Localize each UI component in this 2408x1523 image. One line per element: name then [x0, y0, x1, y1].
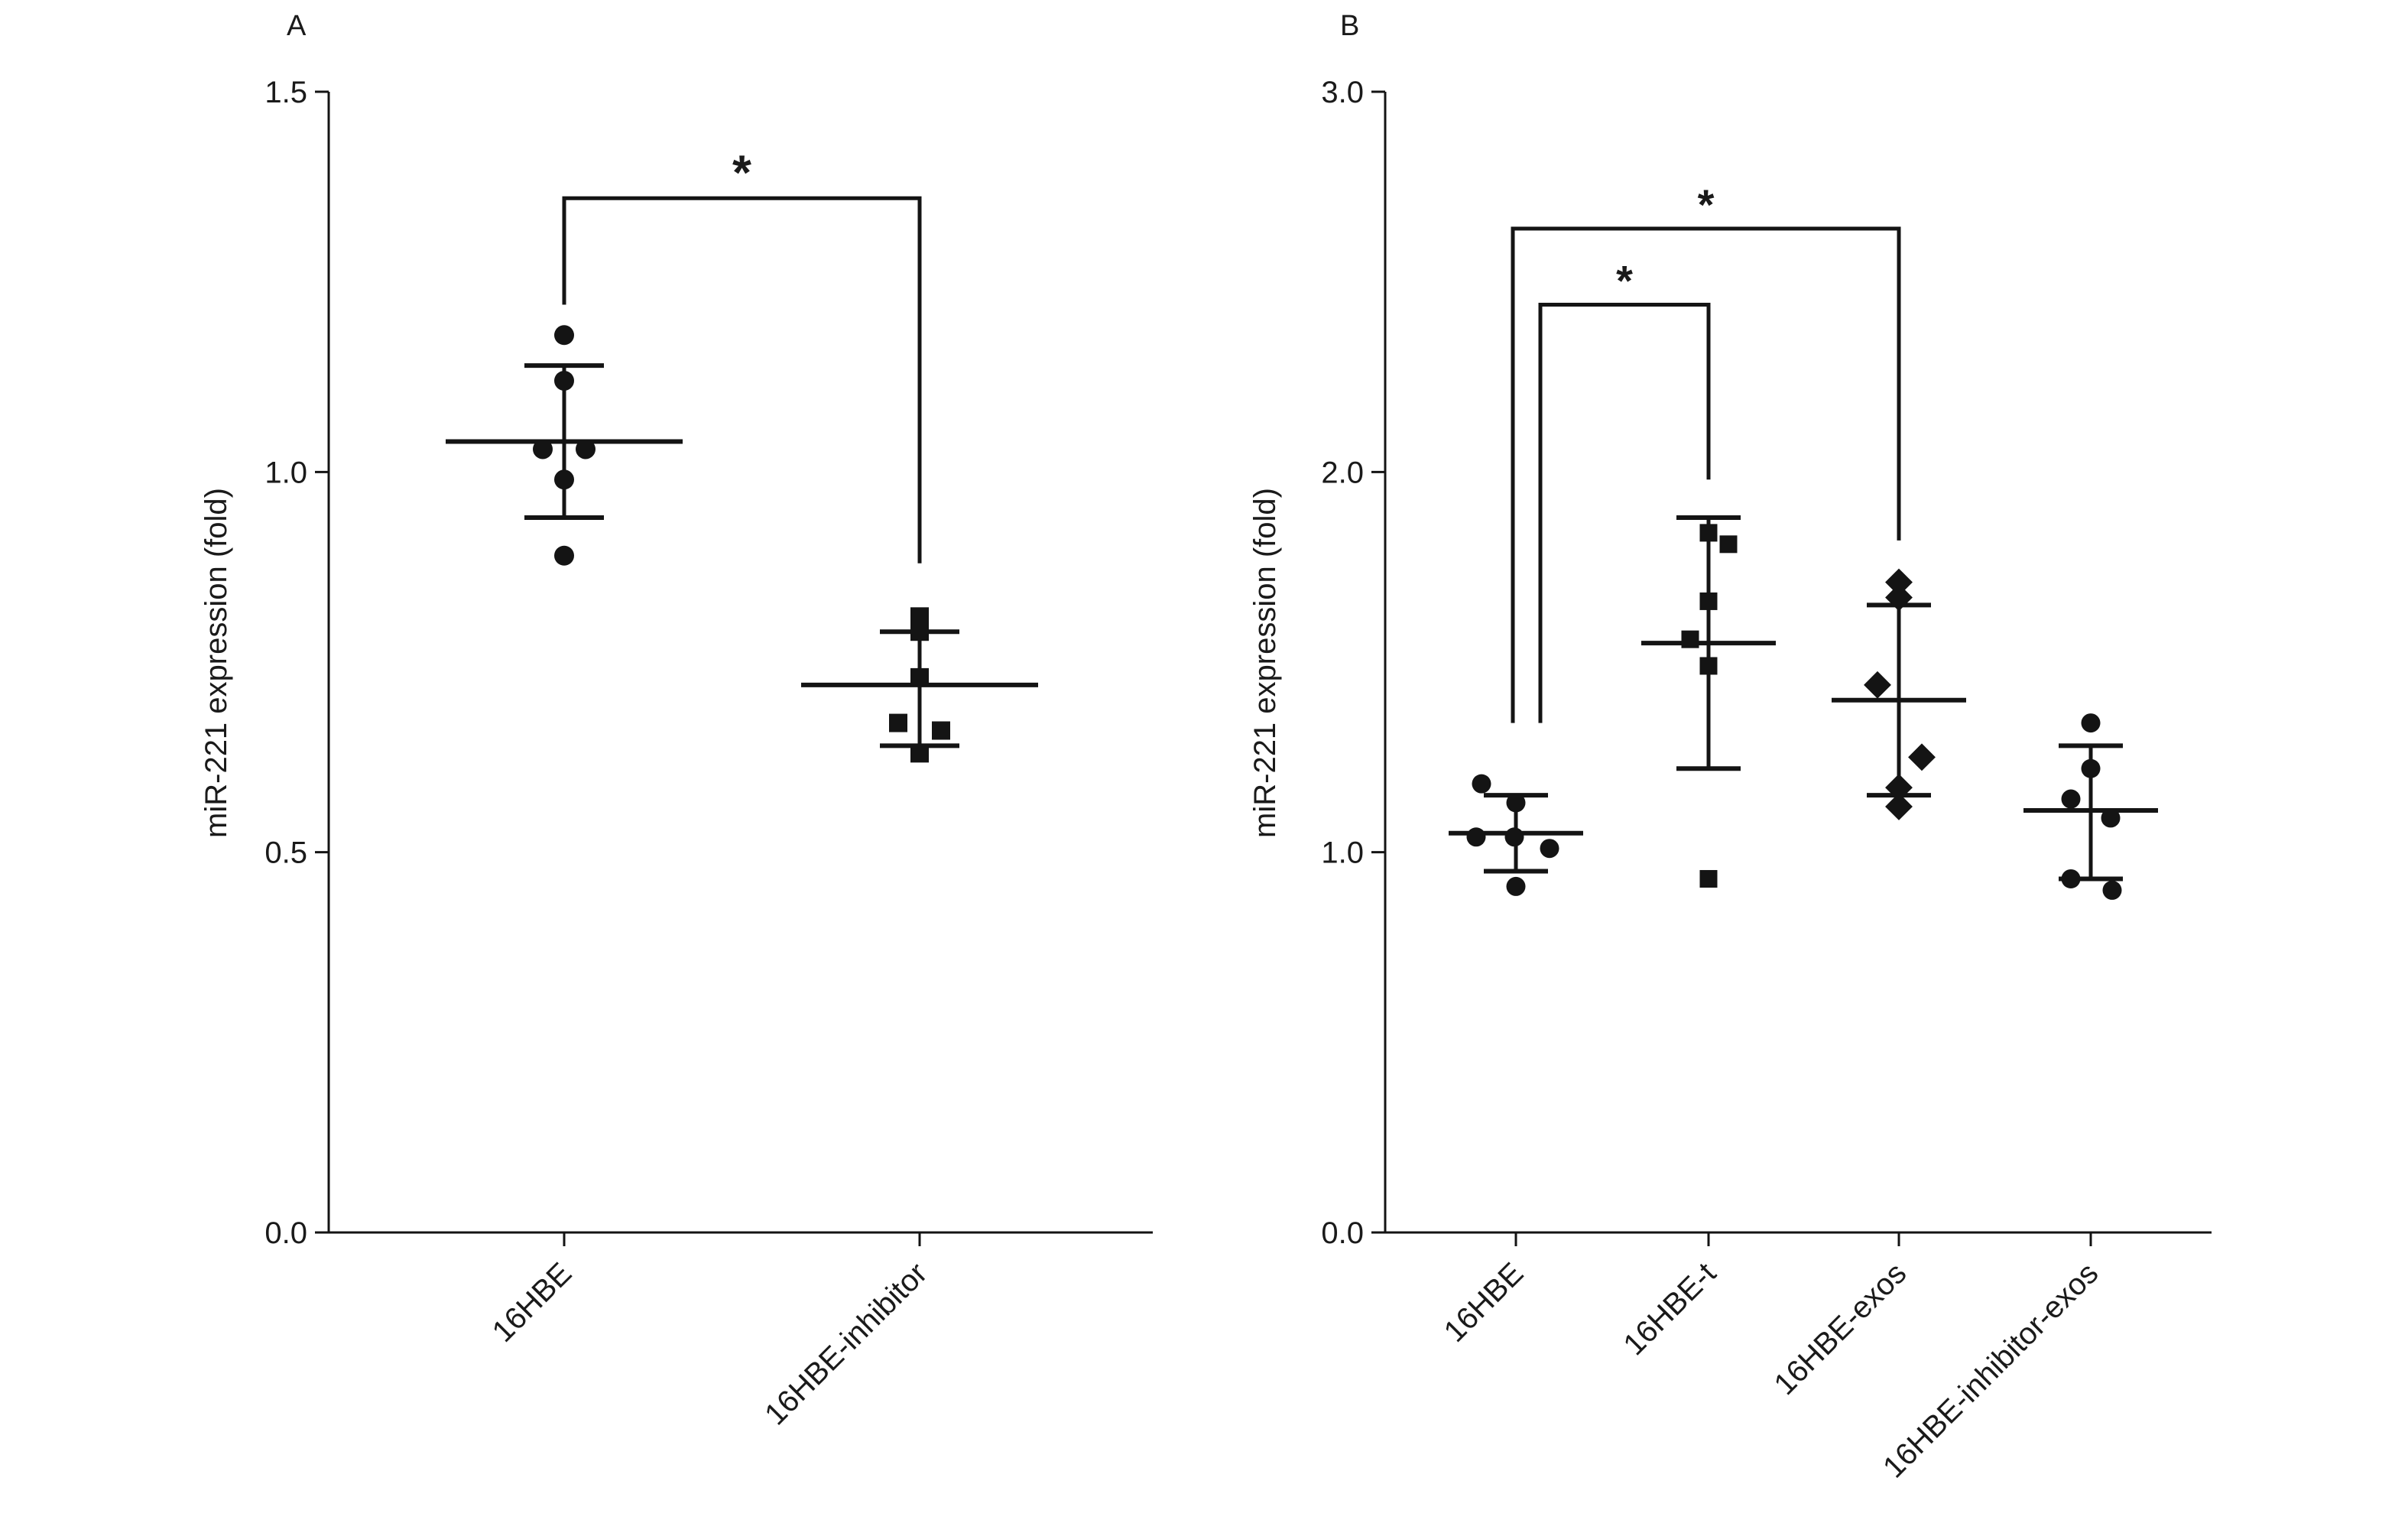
x-tick-label: 16HBE	[486, 1256, 579, 1349]
significance-label: *	[732, 145, 751, 200]
data-point	[1466, 827, 1486, 847]
significance-bracket	[562, 196, 922, 563]
panel-a: A miR-221 expression (fold) 0.0 0.5 1.0 1.5…	[200, 10, 1153, 1431]
panel-b-y-axis-title: miR-221 expression (fold)	[1248, 488, 1282, 838]
data-point	[1885, 583, 1913, 612]
significance-bracket	[1511, 226, 1901, 723]
data-point	[533, 439, 553, 459]
data-point	[932, 721, 950, 740]
panel-a-y-axis-title: miR-221 expression (fold)	[200, 488, 233, 838]
x-tick-label: 16HBE-inhibitor	[758, 1256, 933, 1431]
data-point	[1908, 743, 1936, 771]
y-tick-label: 3.0	[1321, 76, 1364, 109]
data-point	[889, 713, 907, 732]
significance-bracket	[1538, 303, 1711, 723]
panel-b: B miR-221 expression (fold) 0.0 1.0 2.0 3.0…	[1248, 10, 2212, 1485]
data-point	[2101, 808, 2121, 828]
data-point	[576, 439, 596, 459]
data-point	[1719, 535, 1738, 554]
x-tick-label: 16HBE-t	[1617, 1256, 1722, 1362]
significance-label: *	[1616, 257, 1633, 305]
panel-a-label: A	[287, 10, 307, 42]
y-tick-label: 0.0	[1321, 1216, 1364, 1250]
data-point	[554, 545, 574, 566]
data-point	[1472, 774, 1491, 794]
data-point	[1864, 671, 1891, 699]
significance-label: *	[1698, 180, 1715, 229]
y-tick-label: 1.0	[1321, 836, 1364, 870]
y-tick-label: 2.0	[1321, 456, 1364, 489]
data-point	[1506, 876, 1526, 896]
panel-b-label: B	[1340, 10, 1359, 42]
data-point	[1681, 630, 1699, 648]
y-tick-label: 0.5	[264, 836, 307, 870]
x-tick-label: 16HBE-exos	[1767, 1256, 1913, 1401]
y-tick-label: 1.0	[264, 456, 307, 489]
data-point	[1699, 869, 1718, 888]
data-point	[2102, 880, 2122, 900]
data-point	[2081, 713, 2101, 733]
data-point	[1885, 568, 1913, 596]
y-tick-label: 0.0	[264, 1216, 307, 1250]
data-point	[1540, 839, 1559, 859]
x-tick-label: 16HBE-inhibitor-exos	[1877, 1256, 2105, 1484]
data-point	[1885, 793, 1913, 820]
x-tick-label: 16HBE	[1438, 1256, 1530, 1349]
data-point	[554, 325, 574, 346]
y-tick-label: 1.5	[264, 76, 307, 109]
data-point	[2061, 789, 2081, 809]
